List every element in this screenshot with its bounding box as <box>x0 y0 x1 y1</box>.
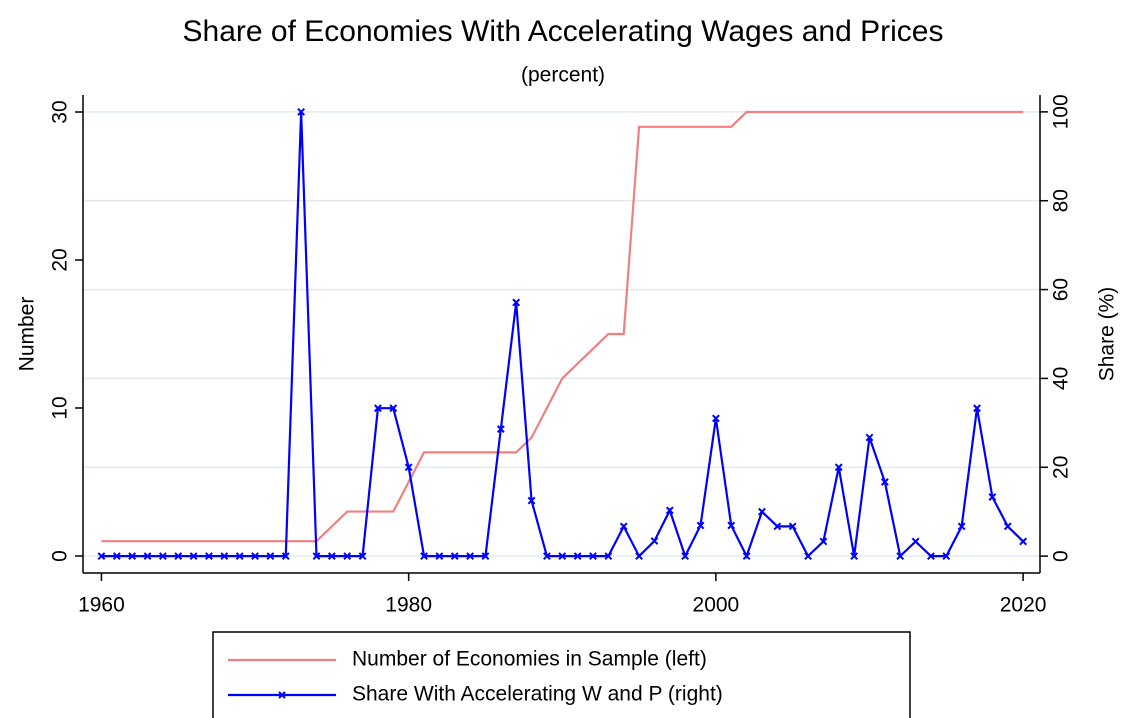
point-marker <box>542 552 551 561</box>
legend-label: Number of Economies in Sample (left) <box>352 648 707 671</box>
point-marker <box>927 552 935 561</box>
point-marker <box>496 425 505 433</box>
point-marker <box>589 552 597 561</box>
point-marker <box>343 552 352 561</box>
point-marker <box>865 433 874 442</box>
point-marker <box>450 552 459 561</box>
y2-axis-label: Share (%) <box>1096 287 1119 382</box>
point-marker <box>819 537 828 546</box>
point-marker <box>880 478 889 486</box>
x-tick-label: 1980 <box>385 594 432 617</box>
point-marker <box>435 552 444 561</box>
point-marker <box>711 414 720 423</box>
point-marker <box>788 522 797 531</box>
point-marker <box>665 506 674 515</box>
point-marker <box>112 552 121 561</box>
point-marker <box>404 463 413 472</box>
series-line <box>101 111 1024 559</box>
legend-marker <box>278 691 286 699</box>
y2-tick-label: 40 <box>1050 367 1073 390</box>
point-marker <box>619 522 628 531</box>
point-marker <box>527 496 536 505</box>
point-marker <box>834 463 843 472</box>
x-tick-label: 2000 <box>693 594 740 617</box>
y-tick-label: 0 <box>49 550 72 562</box>
point-marker <box>97 552 106 561</box>
y2-tick-label: 0 <box>1050 550 1073 562</box>
point-marker <box>635 552 643 561</box>
point-marker <box>174 552 183 561</box>
point-marker <box>727 521 736 530</box>
point-marker <box>988 493 997 501</box>
point-marker <box>896 552 905 561</box>
point-marker <box>696 521 705 530</box>
point-marker <box>327 552 336 561</box>
point-marker <box>1019 537 1028 546</box>
point-marker <box>942 552 951 561</box>
point-marker <box>466 552 475 561</box>
point-marker <box>205 552 213 561</box>
series-line <box>101 110 1024 543</box>
y-tick-label: 30 <box>49 100 72 123</box>
point-marker <box>558 552 567 561</box>
point-marker <box>604 552 613 561</box>
point-marker <box>266 552 275 561</box>
point-marker <box>850 552 859 561</box>
point-marker <box>420 552 428 561</box>
point-marker <box>281 552 290 561</box>
point-marker <box>911 537 920 546</box>
point-marker <box>804 552 812 561</box>
point-marker <box>389 404 398 413</box>
point-marker <box>1003 522 1012 531</box>
point-marker <box>235 552 244 561</box>
point-marker <box>773 522 782 531</box>
point-marker <box>374 404 382 413</box>
point-marker <box>312 552 321 561</box>
y-axis-label: Number <box>16 297 39 372</box>
point-marker <box>742 552 751 561</box>
y2-tick-label: 100 <box>1050 94 1073 129</box>
point-marker <box>650 537 659 545</box>
point-marker <box>297 107 306 116</box>
x-tick-label: 1960 <box>78 594 125 617</box>
x-tick-label: 2020 <box>1000 594 1047 617</box>
point-marker <box>251 552 259 561</box>
legend-box <box>212 631 911 718</box>
point-marker <box>957 522 966 531</box>
chart-subtitle: (percent) <box>521 64 605 87</box>
point-marker <box>681 552 690 561</box>
point-marker <box>973 404 981 413</box>
chart-title: Share of Economies With Accelerating Wag… <box>183 15 944 48</box>
point-marker <box>573 552 582 561</box>
point-marker <box>189 552 198 561</box>
y2-tick-label: 80 <box>1050 189 1073 212</box>
legend-label: Share With Accelerating W and P (right) <box>352 683 723 706</box>
point-marker <box>220 552 229 561</box>
point-marker <box>128 552 137 561</box>
point-marker <box>481 552 490 561</box>
y2-tick-label: 60 <box>1050 278 1073 301</box>
y-tick-label: 20 <box>49 248 72 271</box>
point-marker <box>512 298 521 307</box>
y-tick-label: 10 <box>49 396 72 419</box>
y2-tick-label: 20 <box>1050 456 1073 479</box>
point-marker <box>158 552 167 561</box>
point-marker <box>758 507 766 516</box>
point-marker <box>143 552 152 561</box>
point-marker <box>358 552 367 561</box>
